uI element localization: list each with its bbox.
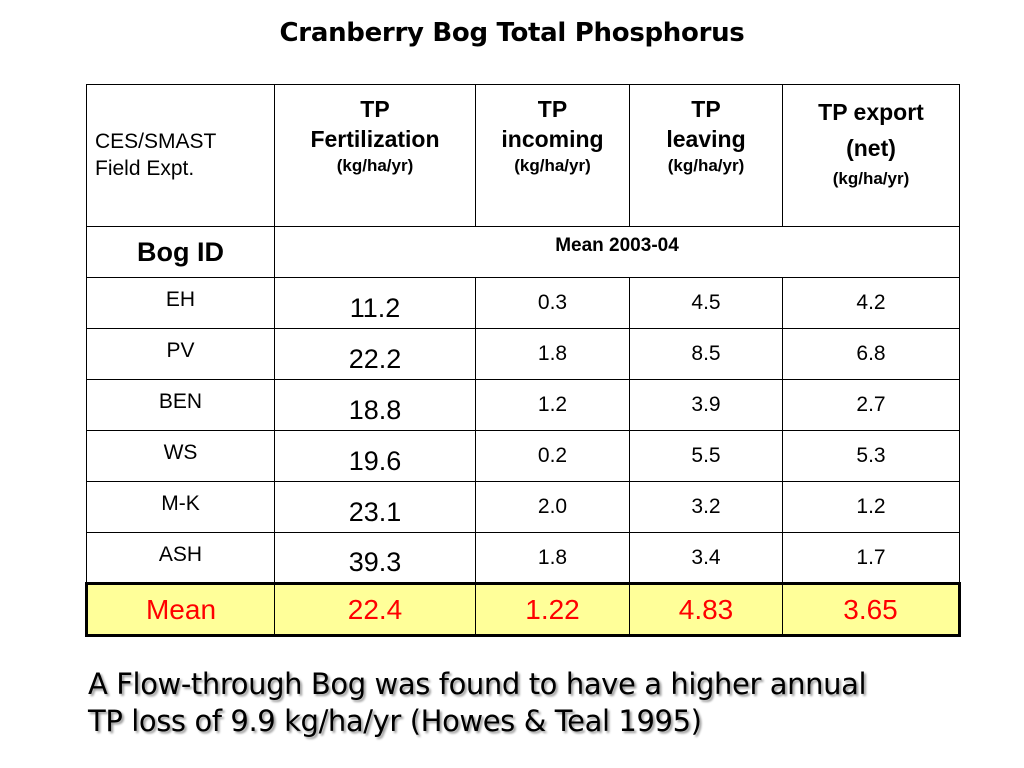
mean-row: Mean 22.4 1.22 4.83 3.65 [85, 582, 961, 637]
cell-export: 2.7 [782, 379, 960, 431]
mean-leaving: 4.83 [629, 582, 783, 637]
data-body: EH 11.2 0.3 4.5 4.2 PV 22.2 1.8 8.5 6.8 BEN 18.8 1.2… [86, 277, 960, 584]
header-incoming-unit: (kg/ha/yr) [514, 155, 591, 175]
mean-period-label: Mean 2003-04 [274, 226, 960, 278]
table-row: WS 19.6 0.2 5.5 5.3 [86, 430, 960, 482]
cell-incoming: 2.0 [475, 481, 630, 533]
cell-bog-id: M-K [86, 481, 275, 533]
phosphorus-table: CES/SMAST Field Expt. TP Fertilization (… [85, 84, 961, 637]
header-export-line-2: (net) [846, 134, 896, 161]
mean-label: Mean [85, 582, 275, 637]
cell-fertilization: 18.8 [274, 379, 476, 431]
table-row: M-K 23.1 2.0 3.2 1.2 [86, 481, 960, 533]
header-leaving: TP leaving (kg/ha/yr) [629, 84, 783, 227]
header-export-unit: (kg/ha/yr) [832, 169, 910, 189]
header-incoming-line-1: TP [537, 96, 568, 122]
header-incoming-line-2: incoming [501, 125, 604, 152]
header-row: CES/SMAST Field Expt. TP Fertilization (… [86, 84, 960, 227]
cell-leaving: 5.5 [629, 430, 783, 482]
cell-fertilization: 22.2 [274, 328, 476, 380]
cell-incoming: 0.2 [475, 430, 630, 482]
cell-bog-id: EH [86, 277, 275, 329]
bog-id-label: Bog ID [86, 226, 275, 278]
table-row: BEN 18.8 1.2 3.9 2.7 [86, 379, 960, 431]
mean-incoming: 1.22 [475, 582, 630, 637]
cell-export: 6.8 [782, 328, 960, 380]
header-leaving-unit: (kg/ha/yr) [667, 155, 745, 175]
cell-fertilization: 19.6 [274, 430, 476, 482]
cell-export: 4.2 [782, 277, 960, 329]
cell-incoming: 1.2 [475, 379, 630, 431]
footnote-line-2: TP loss of 9.9 kg/ha/yr (Howes & Teal 19… [88, 704, 702, 738]
cell-incoming: 1.8 [475, 532, 630, 584]
field-expt-line-2: Field Expt. [95, 156, 195, 180]
cell-leaving: 3.2 [629, 481, 783, 533]
header-fertilization-line-2: Fertilization [310, 125, 440, 152]
mean-fertilization: 22.4 [274, 582, 476, 637]
header-fertilization-line-1: TP [360, 96, 390, 122]
header-export: TP export (net) (kg/ha/yr) [782, 84, 960, 227]
header-export-line-1: TP export [818, 99, 924, 125]
cell-incoming: 1.8 [475, 328, 630, 380]
header-field-expt: CES/SMAST Field Expt. [86, 84, 275, 227]
table-row: EH 11.2 0.3 4.5 4.2 [86, 277, 960, 329]
cell-leaving: 4.5 [629, 277, 783, 329]
cell-fertilization: 11.2 [274, 277, 476, 329]
cell-bog-id: BEN [86, 379, 275, 431]
mean-export: 3.65 [782, 582, 961, 637]
header-leaving-line-2: leaving [666, 125, 746, 152]
cell-bog-id: WS [86, 430, 275, 482]
cell-bog-id: ASH [86, 532, 275, 584]
table-row: ASH 39.3 1.8 3.4 1.7 [86, 532, 960, 584]
slide-title: Cranberry Bog Total Phosphorus [279, 18, 745, 48]
cell-leaving: 8.5 [629, 328, 783, 380]
cell-leaving: 3.9 [629, 379, 783, 431]
cell-export: 1.2 [782, 481, 960, 533]
cell-leaving: 3.4 [629, 532, 783, 584]
cell-fertilization: 39.3 [274, 532, 476, 584]
footnote-line-1: A Flow-through Bog was found to have a h… [88, 667, 867, 701]
cell-export: 1.7 [782, 532, 960, 584]
cell-fertilization: 23.1 [274, 481, 476, 533]
footnote: A Flow-through Bog was found to have a h… [88, 666, 948, 740]
header-leaving-line-1: TP [691, 96, 721, 122]
table-row: PV 22.2 1.8 8.5 6.8 [86, 328, 960, 380]
header-incoming: TP incoming (kg/ha/yr) [475, 84, 630, 227]
cell-bog-id: PV [86, 328, 275, 380]
field-expt-line-1: CES/SMAST [95, 130, 217, 154]
header-fertilization-unit: (kg/ha/yr) [336, 155, 414, 175]
bog-id-row: Bog ID Mean 2003-04 [86, 226, 960, 278]
header-fertilization: TP Fertilization (kg/ha/yr) [274, 84, 476, 227]
cell-export: 5.3 [782, 430, 960, 482]
cell-incoming: 0.3 [475, 277, 630, 329]
